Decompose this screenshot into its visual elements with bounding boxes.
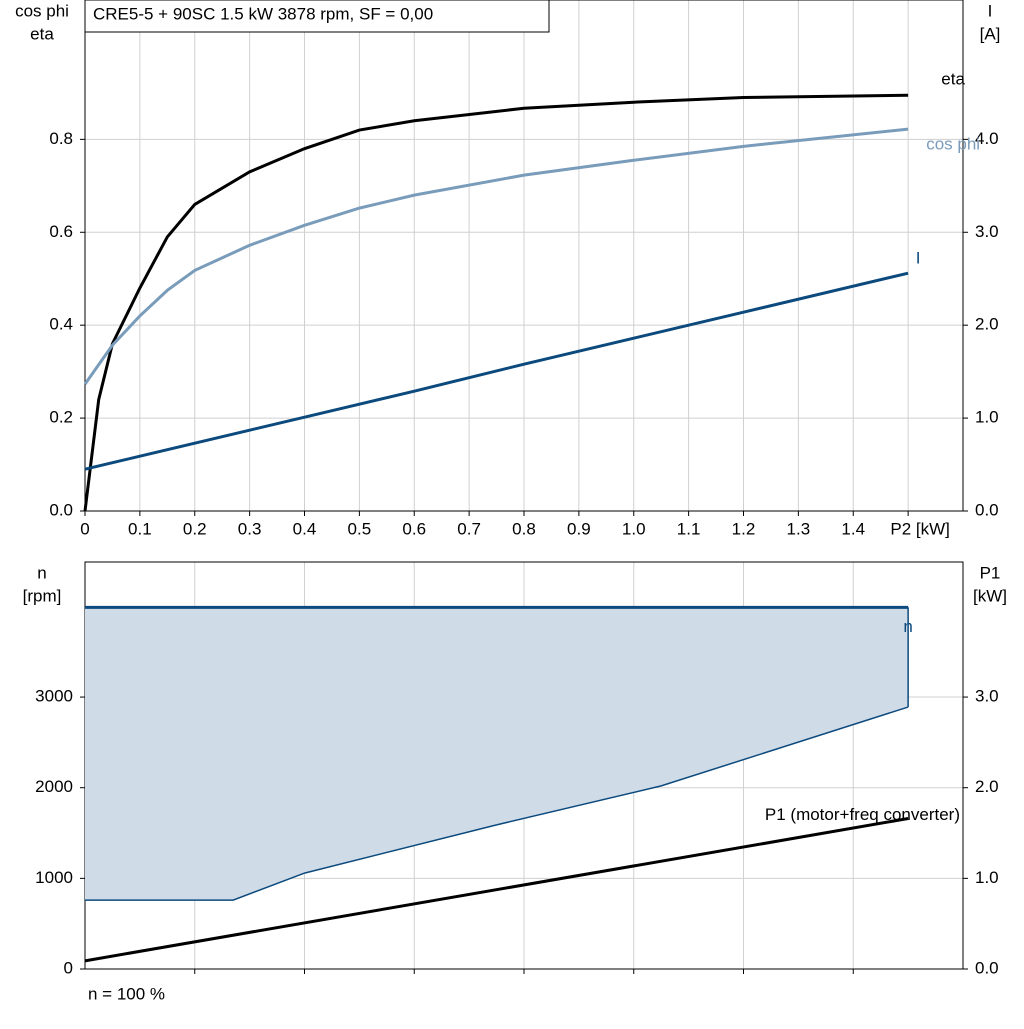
x-tick-label: P2 [kW]	[890, 519, 950, 538]
x-tick-label: 0.8	[512, 519, 536, 538]
x-tick-label: 0	[80, 519, 89, 538]
series-label: cos phi	[926, 135, 980, 154]
y-tick-label: 0.6	[49, 222, 73, 241]
series-line	[84, 817, 909, 963]
y-axis-label: n	[37, 563, 46, 582]
x-tick-label: 1.2	[732, 519, 756, 538]
y2-tick-label: 1.0	[975, 408, 999, 427]
series-label: P1 (motor+freq converter)	[765, 805, 960, 824]
area-fill	[85, 607, 909, 901]
x-tick-label: 1.1	[677, 519, 701, 538]
y-tick-label: 0.2	[49, 408, 73, 427]
x-tick-label: 1.4	[841, 519, 865, 538]
x-tick-label: 1.3	[787, 519, 811, 538]
chart-title: CRE5-5 + 90SC 1.5 kW 3878 rpm, SF = 0,00	[93, 4, 433, 23]
y-tick-label: 0.8	[49, 129, 73, 148]
y-axis-label: [rpm]	[23, 586, 62, 605]
y-axis-label: cos phi	[15, 1, 69, 20]
y2-tick-label: 1.0	[975, 868, 999, 887]
area-lower	[85, 706, 909, 901]
y-axis-label: eta	[30, 24, 54, 43]
x-tick-label: 0.7	[457, 519, 481, 538]
series-label: n	[903, 617, 912, 636]
y2-tick-label: 0.0	[975, 958, 999, 977]
y2-tick-label: 3.0	[975, 222, 999, 241]
title-box	[84, 0, 550, 33]
x-tick-label: 1.0	[622, 519, 646, 538]
footnote: n = 100 %	[88, 984, 165, 1003]
plot-frame	[84, 0, 964, 512]
x-tick-label: 0.4	[293, 519, 317, 538]
y-tick-label: 2000	[35, 777, 73, 796]
y2-tick-label: 0.0	[975, 500, 999, 519]
y-tick-label: 0.0	[49, 500, 73, 519]
y-tick-label: 3000	[35, 687, 73, 706]
series-line	[83, 127, 909, 386]
x-tick-label: 0.9	[567, 519, 591, 538]
y2-tick-label: 2.0	[975, 777, 999, 796]
y2-tick-label: 4.0	[975, 129, 999, 148]
y2-axis-label: [A]	[980, 24, 1001, 43]
x-tick-label: 0.1	[128, 519, 152, 538]
x-tick-label: 0.6	[402, 519, 426, 538]
series-label: eta	[941, 70, 965, 89]
y2-axis-label: I	[988, 1, 993, 20]
x-tick-label: 0.5	[348, 519, 372, 538]
y2-axis-label: P1	[980, 563, 1001, 582]
y2-tick-label: 2.0	[975, 315, 999, 334]
x-tick-label: 0.3	[238, 519, 262, 538]
series-line	[83, 93, 909, 512]
y-tick-label: 1000	[35, 868, 73, 887]
series-line	[84, 271, 909, 471]
y2-tick-label: 3.0	[975, 687, 999, 706]
y2-axis-label: [kW]	[973, 586, 1007, 605]
series-label: I	[916, 249, 921, 268]
x-tick-label: 0.2	[183, 519, 207, 538]
y-tick-label: 0	[64, 958, 73, 977]
y-tick-label: 0.4	[49, 315, 73, 334]
